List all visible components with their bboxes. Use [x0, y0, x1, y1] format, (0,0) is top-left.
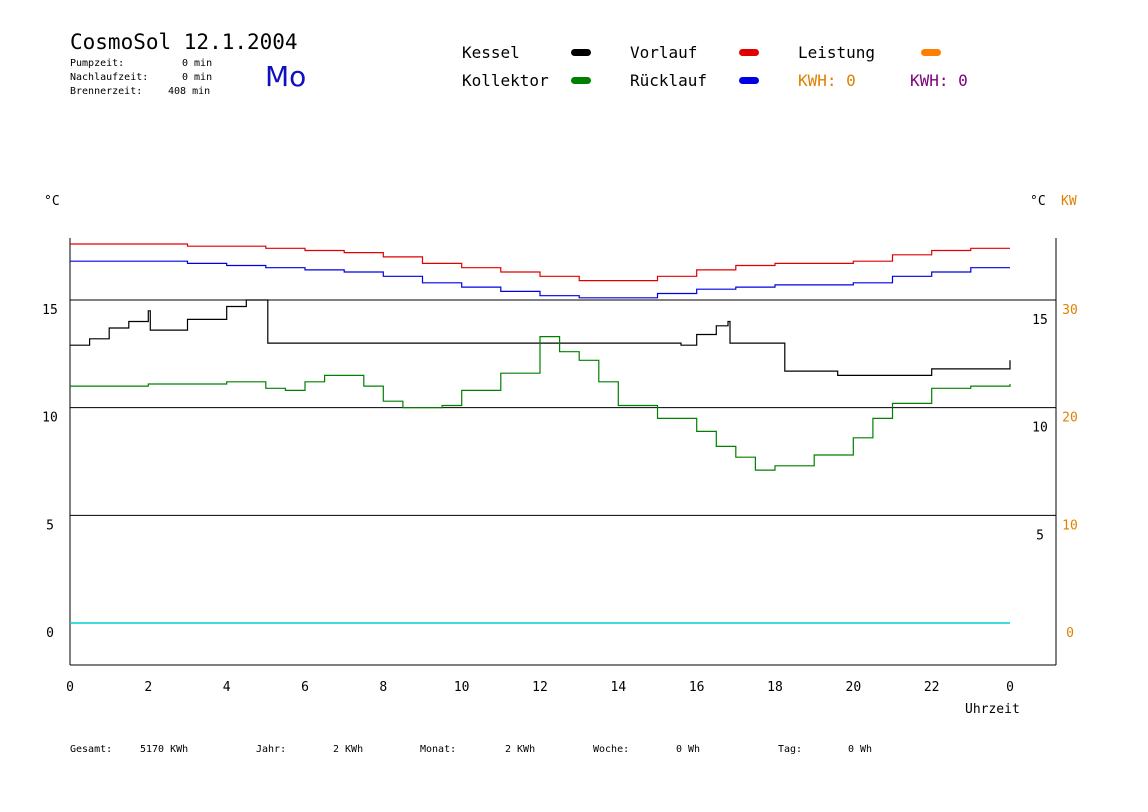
x-tick-label: 22 — [924, 680, 940, 695]
footer-label-gesamt: Gesamt: — [70, 744, 113, 755]
right-unit-celsius-label: °C — [1030, 194, 1046, 209]
x-tick-label: 16 — [689, 680, 705, 695]
legend-label-kessel: Kessel — [462, 43, 520, 62]
legend-swatch-vorlauf — [739, 49, 759, 56]
x-tick-label: 0 — [1006, 680, 1014, 695]
footer-value-gesamt: 5170 KWh — [140, 744, 189, 755]
app-title: CosmoSol 12.1.2004 — [70, 30, 298, 54]
y-tick-left-label: 5 — [46, 518, 54, 533]
footer-value-woche: 0 Wh — [676, 744, 701, 755]
y-tick-right-kw-label: 30 — [1062, 303, 1078, 318]
y-tick-right-celsius-label: 5 — [1036, 528, 1044, 543]
footer-value-jahr: 2 KWh — [333, 744, 364, 755]
right-unit-kw-label: KW — [1061, 194, 1077, 209]
stat-value-nachlaufzeit: 0 min — [182, 72, 213, 83]
stat-label-pumpzeit: Pumpzeit: — [70, 58, 125, 69]
series-group — [70, 243, 1011, 471]
footer-value-monat: 2 KWh — [505, 744, 536, 755]
legend-swatch-leistung — [921, 49, 941, 56]
stat-value-brennerzeit: 408 min — [168, 86, 211, 97]
x-tick-label: 20 — [846, 680, 862, 695]
x-tick-label: 10 — [454, 680, 470, 695]
stat-label-nachlaufzeit: Nachlaufzeit: — [70, 72, 149, 83]
x-tick-label: 12 — [532, 680, 548, 695]
legend-label-kollektor: Kollektor — [462, 71, 549, 90]
x-tick-label: 18 — [767, 680, 783, 695]
legend-swatch-kessel — [571, 49, 591, 56]
x-tick-label: 4 — [223, 680, 231, 695]
legend-label-ruecklauf: Rücklauf — [630, 71, 708, 90]
x-axis-label: Uhrzeit — [965, 702, 1020, 717]
x-tick-label: 2 — [144, 680, 152, 695]
series-line-kessel — [70, 299, 1011, 376]
legend-label-vorlauf: Vorlauf — [630, 43, 698, 62]
footer-label-tag: Tag: — [778, 744, 803, 755]
left-unit-label: °C — [44, 194, 60, 209]
y-tick-left-label: 10 — [42, 411, 58, 426]
footer-label-woche: Woche: — [593, 744, 630, 755]
y-tick-left-label: 15 — [42, 303, 58, 318]
kwh-purple-label: KWH: 0 — [910, 71, 968, 90]
chart-svg: 0 2 4 6 8 10 12 14 16 18 20 22 0 15 10 5 0 15 10 5 30 20 10 0 — [42, 238, 1078, 695]
legend-swatch-kollektor — [571, 77, 591, 84]
y-tick-right-celsius-label: 15 — [1032, 313, 1048, 328]
y-tick-right-kw-label: 0 — [1066, 626, 1074, 641]
legend-label-leistung: Leistung — [798, 43, 876, 62]
x-tick-label: 6 — [301, 680, 309, 695]
grid-lines — [70, 299, 1056, 516]
series-line-kollektor — [70, 336, 1011, 471]
footer-label-monat: Monat: — [420, 744, 457, 755]
footer-value-tag: 0 Wh — [848, 744, 873, 755]
stat-value-pumpzeit: 0 min — [182, 58, 213, 69]
stat-label-brennerzeit: Brennerzeit: — [70, 86, 143, 97]
x-tick-label: 8 — [379, 680, 387, 695]
y-tick-right-kw-label: 10 — [1062, 518, 1078, 533]
y-tick-right-kw-label: 20 — [1062, 411, 1078, 426]
legend-swatch-ruecklauf — [739, 77, 759, 84]
footer-label-jahr: Jahr: — [256, 744, 287, 755]
kwh-orange-label: KWH: 0 — [798, 71, 856, 90]
series-line-vorlauf — [70, 243, 1010, 282]
plot-frame — [69, 238, 1057, 666]
series-line-rcklauf — [70, 260, 1010, 299]
x-tick-label: 0 — [66, 680, 74, 695]
weekday-label: Mo — [265, 60, 307, 93]
y-tick-left-label: 0 — [46, 626, 54, 641]
tick-labels: 0 2 4 6 8 10 12 14 16 18 20 22 0 15 10 5 0 15 10 5 30 20 10 0 — [42, 303, 1078, 695]
y-tick-right-celsius-label: 10 — [1032, 421, 1048, 436]
x-tick-label: 14 — [611, 680, 627, 695]
